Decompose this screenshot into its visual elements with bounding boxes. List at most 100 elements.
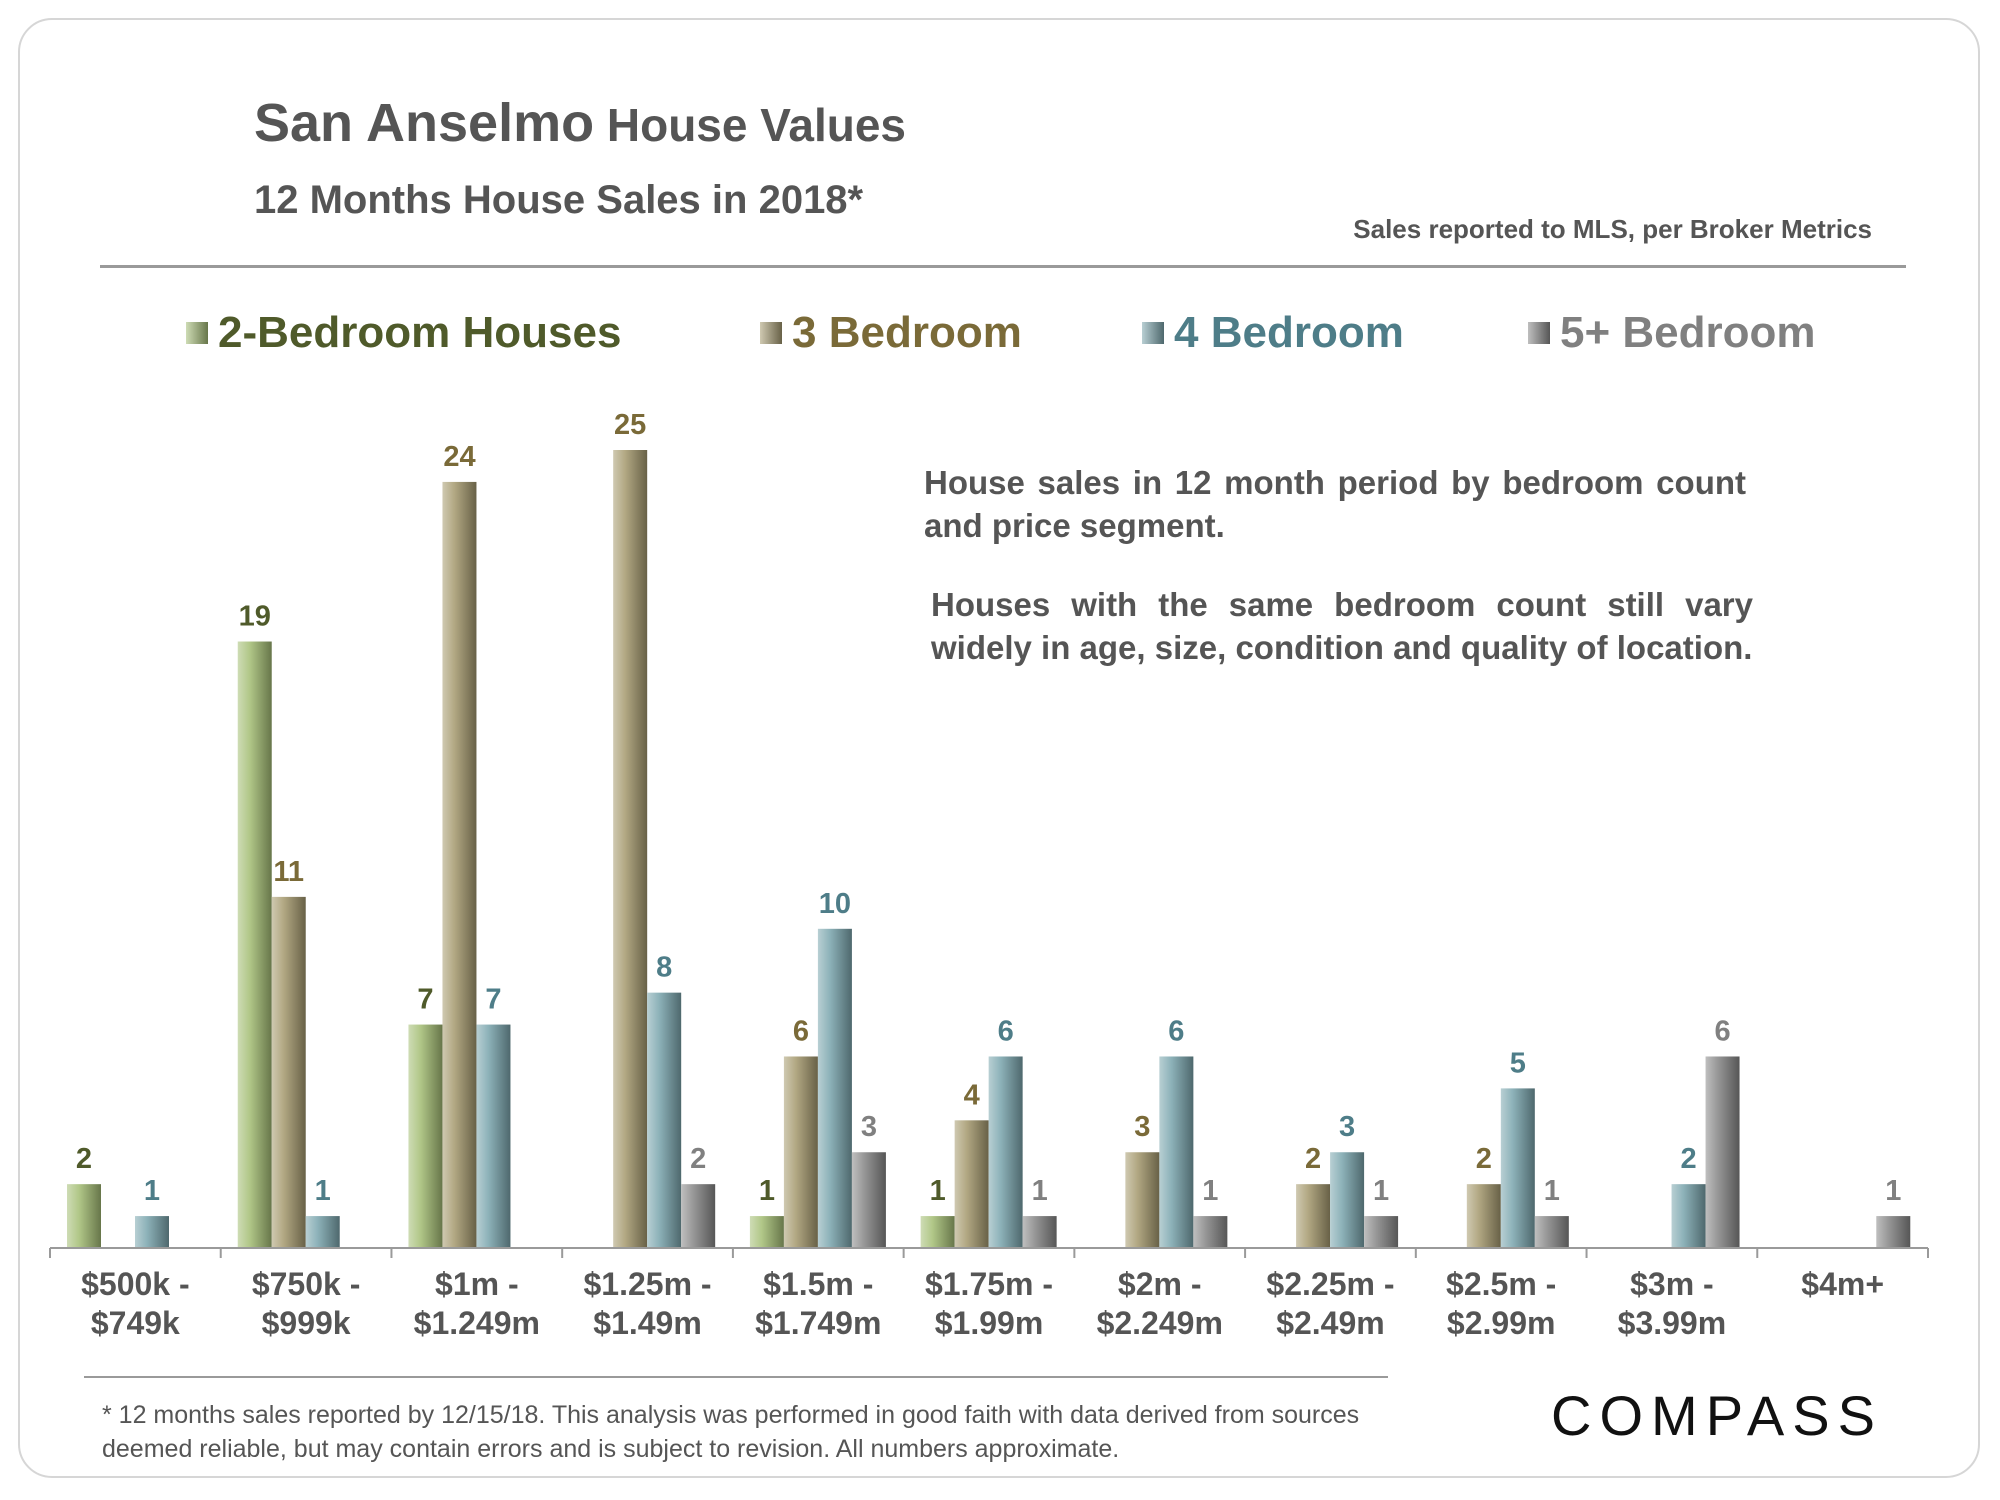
value-label-two_bed-1: 19 [239, 601, 271, 633]
category-label-6: $2m -$2.249m [1097, 1266, 1223, 1340]
value-label-four_bed-4: 10 [819, 888, 851, 920]
bar-five_bed-10 [1876, 1216, 1911, 1248]
value-label-five_bed-9: 6 [1714, 1015, 1730, 1047]
category-label-0: $500k -$749k [81, 1266, 190, 1340]
value-label-three_bed-2: 24 [443, 441, 475, 473]
value-label-four_bed-9: 2 [1680, 1143, 1696, 1175]
value-label-five_bed-4: 3 [861, 1111, 877, 1143]
bar-three_bed-5 [954, 1120, 989, 1248]
bar-four_bed-4 [817, 928, 852, 1248]
bars-layer [67, 450, 1911, 1248]
bar-four_bed-8 [1500, 1088, 1535, 1248]
bar-two_bed-5 [920, 1216, 955, 1248]
legend-item-3-bedroom: 3 Bedroom [760, 308, 1022, 358]
value-label-four_bed-7: 3 [1339, 1111, 1355, 1143]
chart-subtitle: 12 Months House Sales in 2018* [254, 178, 864, 222]
bar-five_bed-4 [851, 1152, 886, 1248]
legend-label-3-bedroom: 3 Bedroom [792, 308, 1022, 357]
value-label-five_bed-5: 1 [1032, 1175, 1048, 1207]
bar-five_bed-6 [1193, 1216, 1228, 1248]
value-label-five_bed-7: 1 [1373, 1175, 1389, 1207]
bar-five_bed-9 [1705, 1056, 1740, 1248]
category-label-4: $1.5m -$1.749m [755, 1266, 881, 1340]
bar-three_bed-4 [783, 1056, 818, 1248]
bar-five_bed-5 [1022, 1216, 1057, 1248]
category-label-7: $2.25m -$2.49m [1266, 1266, 1394, 1340]
bar-four_bed-9 [1671, 1184, 1706, 1248]
value-label-three_bed-5: 4 [964, 1079, 980, 1111]
legend-item-4-bedroom: 4 Bedroom [1142, 308, 1404, 358]
bar-two_bed-2 [408, 1024, 443, 1248]
legend-swatch-2-bedroom [186, 322, 208, 344]
bar-four_bed-1 [305, 1216, 340, 1248]
bar-three_bed-3 [613, 450, 648, 1248]
annotation-sales-by-bedroom: House sales in 12 month period by bedroo… [924, 464, 1746, 544]
value-label-two_bed-0: 2 [76, 1143, 92, 1175]
legend-swatch-5-bedroom [1528, 322, 1550, 344]
bar-two_bed-0 [67, 1184, 101, 1248]
bar-three_bed-7 [1296, 1184, 1331, 1248]
chart-title: San Anselmo House Values [254, 92, 906, 154]
value-label-four_bed-3: 8 [656, 952, 672, 984]
value-label-three_bed-6: 3 [1134, 1111, 1150, 1143]
value-label-four_bed-2: 7 [485, 984, 501, 1016]
value-label-five_bed-8: 1 [1544, 1175, 1560, 1207]
value-label-four_bed-0: 1 [144, 1175, 160, 1207]
category-label-1: $750k -$999k [252, 1266, 361, 1340]
legend-label-4-bedroom: 4 Bedroom [1174, 308, 1404, 357]
bar-four_bed-0 [135, 1216, 169, 1248]
category-labels-layer: $500k -$749k $750k -$999k $1m -$1.249m $1.2… [81, 1266, 1884, 1340]
legend-label-2-bedroom: 2-Bedroom Houses [218, 308, 622, 357]
value-label-two_bed-4: 1 [759, 1175, 775, 1207]
value-label-three_bed-8: 2 [1476, 1143, 1492, 1175]
chart-legend: 2-Bedroom Houses 3 Bedroom 4 Bedroom 5+ … [0, 308, 2000, 368]
bar-two_bed-4 [749, 1216, 784, 1248]
source-note: Sales reported to MLS, per Broker Metric… [1353, 214, 1872, 244]
value-label-four_bed-6: 6 [1168, 1015, 1184, 1047]
bar-four_bed-7 [1330, 1152, 1365, 1248]
footnote: * 12 months sales reported by 12/15/18. … [102, 1401, 1360, 1463]
value-label-five_bed-10: 1 [1885, 1175, 1901, 1207]
bar-two_bed-1 [237, 641, 272, 1248]
bar-four_bed-2 [476, 1024, 511, 1248]
value-label-two_bed-2: 7 [417, 984, 433, 1016]
bar-three_bed-1 [271, 896, 306, 1248]
bar-four_bed-3 [647, 992, 682, 1248]
legend-swatch-4-bedroom [1142, 322, 1164, 344]
footer-divider [84, 1376, 1388, 1378]
bar-five_bed-3 [681, 1184, 716, 1248]
category-label-10: $4m+ [1801, 1266, 1884, 1302]
value-label-four_bed-5: 6 [998, 1015, 1014, 1047]
legend-item-2-bedroom: 2-Bedroom Houses [186, 308, 621, 358]
bar-four_bed-6 [1159, 1056, 1194, 1248]
legend-swatch-3-bedroom [760, 322, 782, 344]
bar-three_bed-8 [1466, 1184, 1501, 1248]
bar-four_bed-5 [988, 1056, 1023, 1248]
value-label-four_bed-8: 5 [1510, 1047, 1526, 1079]
annotation-house-variation: Houses with the same bedroom count still… [931, 586, 1753, 666]
title-rest: House Values [594, 99, 907, 151]
value-label-three_bed-1: 11 [273, 856, 304, 888]
bar-five_bed-7 [1364, 1216, 1399, 1248]
compass-logo-text: COMPASS [1551, 1384, 1883, 1447]
x-axis [49, 1247, 1929, 1258]
value-label-five_bed-3: 2 [690, 1143, 706, 1175]
value-label-three_bed-7: 2 [1305, 1143, 1321, 1175]
category-label-2: $1m -$1.249m [414, 1266, 540, 1340]
bar-three_bed-2 [442, 481, 477, 1248]
category-label-3: $1.25m -$1.49m [584, 1266, 712, 1340]
header-divider [100, 265, 1906, 268]
category-label-5: $1.75m -$1.99m [925, 1266, 1053, 1340]
legend-item-5-bedroom: 5+ Bedroom [1528, 308, 1816, 358]
value-label-three_bed-3: 25 [614, 409, 646, 441]
slide-frame [18, 18, 1980, 1478]
value-label-five_bed-6: 1 [1202, 1175, 1218, 1207]
value-label-three_bed-4: 6 [793, 1015, 809, 1047]
value-label-four_bed-1: 1 [315, 1175, 331, 1207]
title-place: San Anselmo [254, 93, 595, 153]
category-label-8: $2.5m -$2.99m [1446, 1266, 1556, 1340]
legend-label-5-bedroom: 5+ Bedroom [1560, 308, 1816, 357]
bar-five_bed-8 [1534, 1216, 1569, 1248]
